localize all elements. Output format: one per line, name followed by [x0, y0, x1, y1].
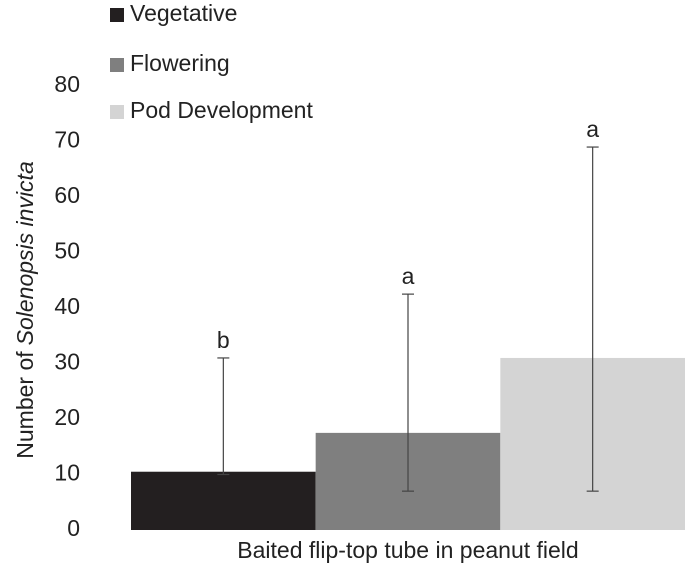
significance-letter: a: [402, 263, 415, 289]
y-axis-label-part: Solenopsis invicta: [12, 161, 38, 345]
y-tick-label: 60: [54, 182, 80, 208]
x-axis-label: Baited flip-top tube in peanut field: [237, 537, 578, 563]
legend-label: Vegetative: [130, 0, 237, 26]
y-axis-label-part: Number of: [12, 351, 38, 459]
legend-swatch: [110, 58, 124, 72]
significance-letter: b: [217, 327, 230, 353]
legend-swatch: [110, 105, 124, 119]
significance-letter: a: [586, 116, 599, 142]
y-tick-label: 70: [54, 127, 80, 153]
y-tick-label: 20: [54, 404, 80, 430]
y-tick-label: 10: [54, 460, 80, 486]
y-tick-label: 80: [54, 71, 80, 97]
legend-label: Pod Development: [130, 97, 313, 123]
y-tick-label: 30: [54, 349, 80, 375]
y-tick-label: 50: [54, 238, 80, 264]
bar: [131, 471, 316, 530]
legend-swatch: [110, 8, 124, 22]
y-axis-label: Number of Solenopsis invicta: [12, 161, 38, 458]
y-tick-label: 40: [54, 293, 80, 319]
legend-label: Flowering: [130, 50, 230, 76]
y-tick-label: 0: [67, 515, 80, 541]
